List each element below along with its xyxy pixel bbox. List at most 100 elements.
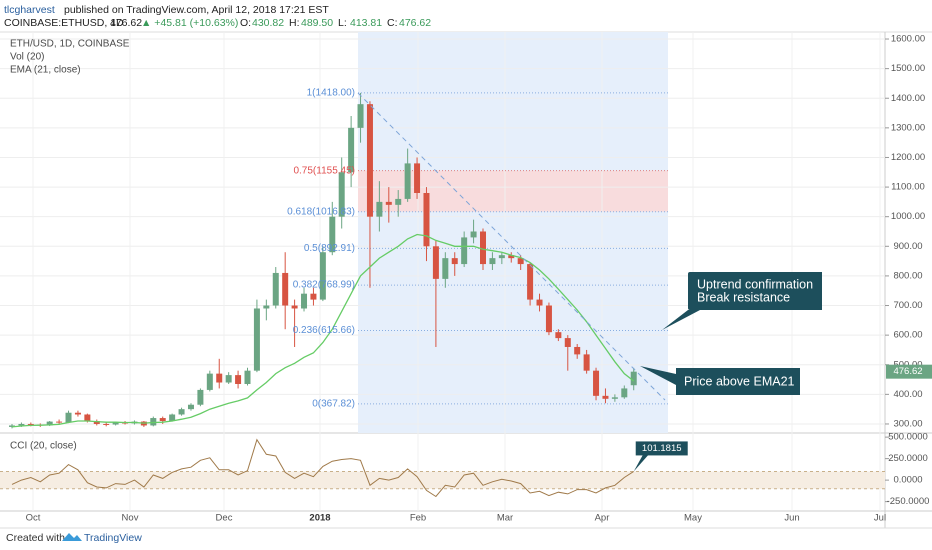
y-tick-label: 1000.00	[891, 211, 925, 222]
candle-body	[527, 264, 534, 300]
candle-body	[301, 293, 308, 309]
candle-body	[103, 423, 110, 425]
candle-body	[178, 409, 185, 415]
y-tick-label: 1500.00	[891, 63, 925, 74]
published: published on TradingView.com, April 12, …	[64, 4, 329, 16]
fib-label: 0.382(768.99)	[293, 280, 355, 291]
fib-area	[358, 32, 668, 433]
candle-body	[291, 305, 298, 309]
candle-body	[395, 198, 402, 205]
cci-tag-label: 101.1815	[642, 443, 682, 454]
ohlc-label: O:	[240, 17, 251, 29]
candle-body	[282, 272, 289, 306]
candle-body	[112, 422, 119, 425]
candle-body	[489, 258, 496, 265]
x-tick-label: May	[684, 513, 702, 524]
candle-body	[451, 258, 458, 265]
candle-body	[197, 389, 204, 405]
y-tick-label: 1300.00	[891, 122, 925, 133]
callout	[640, 366, 800, 395]
cci-tick-label: 250.0000	[888, 453, 928, 464]
candle-body	[206, 373, 213, 390]
candle-body	[338, 172, 345, 217]
symbol: COINBASE:ETHUSD, 1D	[4, 17, 124, 29]
x-tick-label: 2018	[309, 513, 330, 524]
cci-line	[11, 438, 634, 498]
x-tick-label: Oct	[26, 513, 41, 524]
fib-zone	[358, 170, 668, 212]
candle-body	[432, 246, 439, 279]
logo	[62, 533, 82, 541]
candle-body	[348, 127, 355, 173]
candle-body	[310, 293, 317, 300]
candle-body	[574, 346, 581, 355]
candle-body	[385, 201, 392, 205]
cci-tick-label: -250.0000	[887, 496, 930, 507]
ohlc-label: H:	[289, 17, 300, 29]
price-tag	[886, 364, 932, 379]
candle-body	[498, 255, 505, 259]
candle-body	[508, 255, 515, 259]
candle-body	[93, 421, 100, 424]
footer-text: Created with	[6, 532, 65, 544]
fib-label: 0.75(1155.45)	[293, 165, 355, 176]
x-tick-label: Jul	[874, 513, 886, 524]
x-tick-label: Dec	[216, 513, 233, 524]
candle-body	[187, 404, 194, 410]
y-tick-label: 700.00	[893, 300, 922, 311]
candle-body	[621, 388, 628, 398]
candle-body	[414, 163, 421, 193]
candle-body	[376, 201, 383, 217]
cci-tick-label: 500.0000	[888, 432, 928, 443]
candle-body	[630, 371, 637, 386]
fib-label: 0.5(892.91)	[304, 243, 355, 254]
ohlc-label: L:	[338, 17, 347, 29]
ohlc-value: 489.50	[301, 17, 333, 29]
ohlc-value: 476.62	[399, 17, 431, 29]
candle-body	[470, 231, 477, 238]
candle-body	[235, 375, 242, 384]
candle-body	[18, 423, 25, 426]
candle-body	[593, 370, 600, 396]
candle-body	[272, 272, 279, 306]
x-tick-label: Mar	[497, 513, 513, 524]
candle-body	[65, 412, 72, 423]
candle-body	[423, 192, 430, 247]
y-tick-label: 1600.00	[891, 34, 925, 45]
price: 476.62	[110, 17, 142, 29]
candle-body	[27, 423, 34, 425]
cci-legend: CCI (20, close)	[10, 441, 77, 452]
candle-body	[611, 397, 618, 399]
fib-label: 0(367.82)	[312, 399, 355, 410]
trend-line	[357, 92, 666, 401]
annotation: Break resistance	[697, 290, 790, 304]
callout-box	[688, 272, 822, 310]
x-tick-label: Feb	[410, 513, 426, 524]
candle-body	[9, 425, 15, 427]
candle-body	[253, 308, 260, 371]
candle-body	[159, 418, 166, 422]
footer-brand[interactable]: TradingView	[84, 532, 142, 544]
candle-body	[536, 299, 543, 306]
candle-body	[319, 252, 326, 300]
candle-body	[602, 395, 609, 399]
ohlc-label: C:	[387, 17, 398, 29]
candle-body	[150, 418, 157, 426]
fib-label: 0.236(615.66)	[293, 325, 355, 336]
candle-body	[564, 338, 571, 347]
candle-body	[244, 370, 251, 384]
cci-band	[0, 471, 885, 489]
legend-item: ETH/USD, 1D, COINBASE	[10, 39, 130, 50]
candle-body	[366, 104, 373, 217]
ema-line	[11, 233, 635, 428]
candle-body	[84, 414, 91, 422]
candle-body	[480, 231, 486, 265]
candle-body	[555, 332, 562, 339]
y-tick-label: 800.00	[893, 270, 922, 281]
y-tick-label: 900.00	[893, 241, 922, 252]
candle-body	[329, 216, 336, 253]
author[interactable]: tlcgharvest	[4, 4, 55, 16]
annotation: Price above EMA21	[684, 374, 795, 388]
price-tag-label: 476.62	[893, 366, 922, 377]
